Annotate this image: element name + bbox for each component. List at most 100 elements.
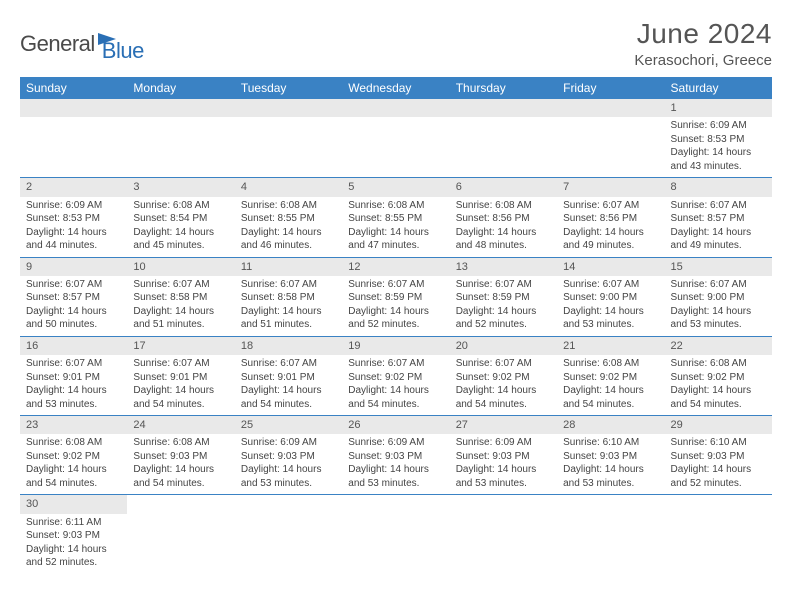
daylight-line: Daylight: 14 hours and 54 minutes. <box>133 463 228 490</box>
weekday-header: Tuesday <box>235 77 342 99</box>
sunrise-line: Sunrise: 6:09 AM <box>26 199 121 213</box>
day-details: Sunrise: 6:07 AMSunset: 9:00 PMDaylight:… <box>665 276 772 336</box>
day-number: 1 <box>665 99 772 117</box>
daylight-line: Daylight: 14 hours and 43 minutes. <box>671 146 766 173</box>
day-number: 21 <box>557 337 664 355</box>
calendar-day-cell: 12Sunrise: 6:07 AMSunset: 8:59 PMDayligh… <box>342 257 449 336</box>
day-number: 2 <box>20 178 127 196</box>
day-details: Sunrise: 6:07 AMSunset: 8:58 PMDaylight:… <box>127 276 234 336</box>
sunrise-line: Sunrise: 6:07 AM <box>671 199 766 213</box>
day-details: Sunrise: 6:09 AMSunset: 8:53 PMDaylight:… <box>665 117 772 177</box>
daylight-line: Daylight: 14 hours and 53 minutes. <box>26 384 121 411</box>
sunset-line: Sunset: 9:03 PM <box>26 529 121 543</box>
sunrise-line: Sunrise: 6:08 AM <box>133 199 228 213</box>
weekday-header: Saturday <box>665 77 772 99</box>
sunset-line: Sunset: 8:54 PM <box>133 212 228 226</box>
sunrise-line: Sunrise: 6:08 AM <box>133 436 228 450</box>
sunset-line: Sunset: 8:56 PM <box>456 212 551 226</box>
day-details: Sunrise: 6:09 AMSunset: 9:03 PMDaylight:… <box>235 434 342 494</box>
calendar-day-cell: 19Sunrise: 6:07 AMSunset: 9:02 PMDayligh… <box>342 336 449 415</box>
calendar-day-cell: 23Sunrise: 6:08 AMSunset: 9:02 PMDayligh… <box>20 416 127 495</box>
daylight-line: Daylight: 14 hours and 52 minutes. <box>26 543 121 570</box>
day-number: 29 <box>665 416 772 434</box>
calendar-day-cell: 1Sunrise: 6:09 AMSunset: 8:53 PMDaylight… <box>665 99 772 178</box>
day-details: Sunrise: 6:07 AMSunset: 9:02 PMDaylight:… <box>450 355 557 415</box>
day-number: 5 <box>342 178 449 196</box>
sunset-line: Sunset: 9:02 PM <box>671 371 766 385</box>
day-details: Sunrise: 6:11 AMSunset: 9:03 PMDaylight:… <box>20 514 127 574</box>
sunset-line: Sunset: 9:01 PM <box>133 371 228 385</box>
day-details: Sunrise: 6:08 AMSunset: 8:55 PMDaylight:… <box>235 197 342 257</box>
page-header: General Blue June 2024 Kerasochori, Gree… <box>20 18 772 69</box>
calendar-day-cell: 30Sunrise: 6:11 AMSunset: 9:03 PMDayligh… <box>20 495 127 574</box>
day-number: 4 <box>235 178 342 196</box>
sunset-line: Sunset: 8:53 PM <box>26 212 121 226</box>
calendar-body: 1Sunrise: 6:09 AMSunset: 8:53 PMDaylight… <box>20 99 772 574</box>
day-details: Sunrise: 6:07 AMSunset: 9:01 PMDaylight:… <box>20 355 127 415</box>
weekday-header: Monday <box>127 77 234 99</box>
calendar-day-cell: 17Sunrise: 6:07 AMSunset: 9:01 PMDayligh… <box>127 336 234 415</box>
sunrise-line: Sunrise: 6:07 AM <box>26 357 121 371</box>
sunrise-line: Sunrise: 6:08 AM <box>563 357 658 371</box>
day-number: 17 <box>127 337 234 355</box>
daylight-line: Daylight: 14 hours and 49 minutes. <box>671 226 766 253</box>
calendar-day-cell: 8Sunrise: 6:07 AMSunset: 8:57 PMDaylight… <box>665 178 772 257</box>
daylight-line: Daylight: 14 hours and 53 minutes. <box>456 463 551 490</box>
daylight-line: Daylight: 14 hours and 54 minutes. <box>133 384 228 411</box>
sunrise-line: Sunrise: 6:09 AM <box>456 436 551 450</box>
sunrise-line: Sunrise: 6:11 AM <box>26 516 121 530</box>
day-details: Sunrise: 6:07 AMSunset: 8:58 PMDaylight:… <box>235 276 342 336</box>
day-number: 15 <box>665 258 772 276</box>
sunset-line: Sunset: 9:03 PM <box>133 450 228 464</box>
sunset-line: Sunset: 9:02 PM <box>26 450 121 464</box>
sunrise-line: Sunrise: 6:08 AM <box>456 199 551 213</box>
daylight-line: Daylight: 14 hours and 47 minutes. <box>348 226 443 253</box>
daylight-line: Daylight: 14 hours and 51 minutes. <box>241 305 336 332</box>
day-number: 18 <box>235 337 342 355</box>
calendar-day-cell: 10Sunrise: 6:07 AMSunset: 8:58 PMDayligh… <box>127 257 234 336</box>
sunrise-line: Sunrise: 6:10 AM <box>563 436 658 450</box>
day-details: Sunrise: 6:08 AMSunset: 8:56 PMDaylight:… <box>450 197 557 257</box>
sunrise-line: Sunrise: 6:08 AM <box>348 199 443 213</box>
daylight-line: Daylight: 14 hours and 51 minutes. <box>133 305 228 332</box>
daylight-line: Daylight: 14 hours and 53 minutes. <box>671 305 766 332</box>
day-details: Sunrise: 6:07 AMSunset: 8:57 PMDaylight:… <box>665 197 772 257</box>
sunset-line: Sunset: 9:03 PM <box>456 450 551 464</box>
sunset-line: Sunset: 8:59 PM <box>348 291 443 305</box>
daylight-line: Daylight: 14 hours and 54 minutes. <box>671 384 766 411</box>
calendar-empty-cell <box>20 99 127 178</box>
sunset-line: Sunset: 9:03 PM <box>348 450 443 464</box>
brand-part2: Blue <box>102 38 144 64</box>
sunrise-line: Sunrise: 6:07 AM <box>456 357 551 371</box>
sunrise-line: Sunrise: 6:08 AM <box>671 357 766 371</box>
day-number: 19 <box>342 337 449 355</box>
day-number: 20 <box>450 337 557 355</box>
calendar-day-cell: 29Sunrise: 6:10 AMSunset: 9:03 PMDayligh… <box>665 416 772 495</box>
calendar-day-cell: 21Sunrise: 6:08 AMSunset: 9:02 PMDayligh… <box>557 336 664 415</box>
month-title: June 2024 <box>634 18 772 50</box>
daylight-line: Daylight: 14 hours and 46 minutes. <box>241 226 336 253</box>
weekday-header-row: Sunday Monday Tuesday Wednesday Thursday… <box>20 77 772 99</box>
sunrise-line: Sunrise: 6:10 AM <box>671 436 766 450</box>
sunset-line: Sunset: 9:01 PM <box>241 371 336 385</box>
sunset-line: Sunset: 8:55 PM <box>348 212 443 226</box>
calendar-day-cell: 25Sunrise: 6:09 AMSunset: 9:03 PMDayligh… <box>235 416 342 495</box>
sunrise-line: Sunrise: 6:07 AM <box>671 278 766 292</box>
calendar-day-cell: 16Sunrise: 6:07 AMSunset: 9:01 PMDayligh… <box>20 336 127 415</box>
day-details: Sunrise: 6:10 AMSunset: 9:03 PMDaylight:… <box>665 434 772 494</box>
calendar-day-cell: 13Sunrise: 6:07 AMSunset: 8:59 PMDayligh… <box>450 257 557 336</box>
calendar-day-cell: 6Sunrise: 6:08 AMSunset: 8:56 PMDaylight… <box>450 178 557 257</box>
day-number: 12 <box>342 258 449 276</box>
title-block: June 2024 Kerasochori, Greece <box>634 18 772 69</box>
daylight-line: Daylight: 14 hours and 53 minutes. <box>563 463 658 490</box>
sunset-line: Sunset: 9:01 PM <box>26 371 121 385</box>
calendar-table: Sunday Monday Tuesday Wednesday Thursday… <box>20 77 772 574</box>
day-number: 11 <box>235 258 342 276</box>
daylight-line: Daylight: 14 hours and 54 minutes. <box>26 463 121 490</box>
day-number: 27 <box>450 416 557 434</box>
calendar-day-cell: 7Sunrise: 6:07 AMSunset: 8:56 PMDaylight… <box>557 178 664 257</box>
day-number: 9 <box>20 258 127 276</box>
day-number: 16 <box>20 337 127 355</box>
daylight-line: Daylight: 14 hours and 54 minutes. <box>563 384 658 411</box>
daylight-line: Daylight: 14 hours and 53 minutes. <box>563 305 658 332</box>
